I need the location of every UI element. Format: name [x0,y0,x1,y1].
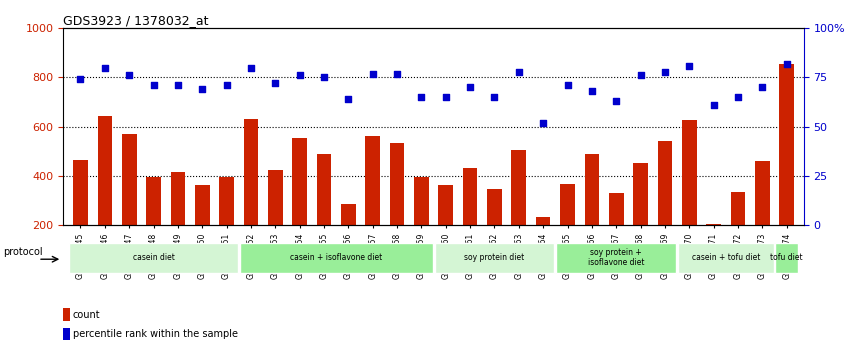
Point [366,71,380,76]
Point [731,94,744,100]
Point [342,96,355,102]
FancyBboxPatch shape [557,243,676,273]
Bar [657,141,673,274]
Text: GDS3923 / 1378032_at: GDS3923 / 1378032_at [63,14,209,27]
Point [220,82,233,88]
Bar [146,177,161,274]
Bar [74,160,88,274]
Bar [63,308,70,321]
Point [683,63,696,68]
Text: casein + tofu diet: casein + tofu diet [691,253,760,262]
Point [585,88,599,94]
Text: tofu diet: tofu diet [771,253,803,262]
Bar [316,154,332,274]
Bar [122,134,136,274]
Bar [779,64,794,274]
Point [536,120,550,125]
Text: protocol: protocol [3,247,43,257]
Point [244,65,258,70]
Bar [63,327,70,341]
Point [317,75,331,80]
Point [98,65,112,70]
Point [415,94,428,100]
Point [268,80,282,86]
Bar [365,136,380,274]
Point [487,94,501,100]
Bar [341,204,355,274]
Bar [560,184,574,274]
Point [390,71,404,76]
Bar [585,154,599,274]
Point [293,73,306,78]
Bar [536,217,551,274]
Bar [487,189,502,274]
Point [780,61,794,67]
FancyBboxPatch shape [239,243,432,273]
Bar [634,164,648,274]
Bar [244,119,258,274]
Bar [463,168,477,274]
Text: casein + isoflavone diet: casein + isoflavone diet [290,253,382,262]
Bar [390,143,404,274]
Bar [731,192,745,274]
Point [512,69,525,74]
Point [634,73,647,78]
FancyBboxPatch shape [69,243,238,273]
Point [123,73,136,78]
Bar [438,185,453,274]
Point [464,84,477,90]
Bar [414,177,429,274]
Bar [293,138,307,274]
FancyBboxPatch shape [435,243,554,273]
Text: soy protein diet: soy protein diet [464,253,525,262]
Text: percentile rank within the sample: percentile rank within the sample [73,329,238,339]
Point [439,94,453,100]
Bar [171,172,185,274]
Text: count: count [73,310,100,320]
Bar [512,150,526,274]
Point [707,102,721,108]
Bar [268,170,283,274]
Text: soy protein +
isoflavone diet: soy protein + isoflavone diet [588,248,645,267]
Text: casein diet: casein diet [133,253,174,262]
FancyBboxPatch shape [678,243,773,273]
Bar [219,177,233,274]
Bar [755,161,770,274]
Point [658,69,672,74]
Point [609,98,623,104]
Bar [97,115,113,274]
Bar [706,224,721,274]
Point [195,86,209,92]
Point [755,84,769,90]
Point [561,82,574,88]
Bar [682,120,696,274]
Point [146,82,160,88]
Bar [195,185,210,274]
Point [74,76,87,82]
Point [171,82,184,88]
Bar [609,193,624,274]
FancyBboxPatch shape [776,243,798,273]
